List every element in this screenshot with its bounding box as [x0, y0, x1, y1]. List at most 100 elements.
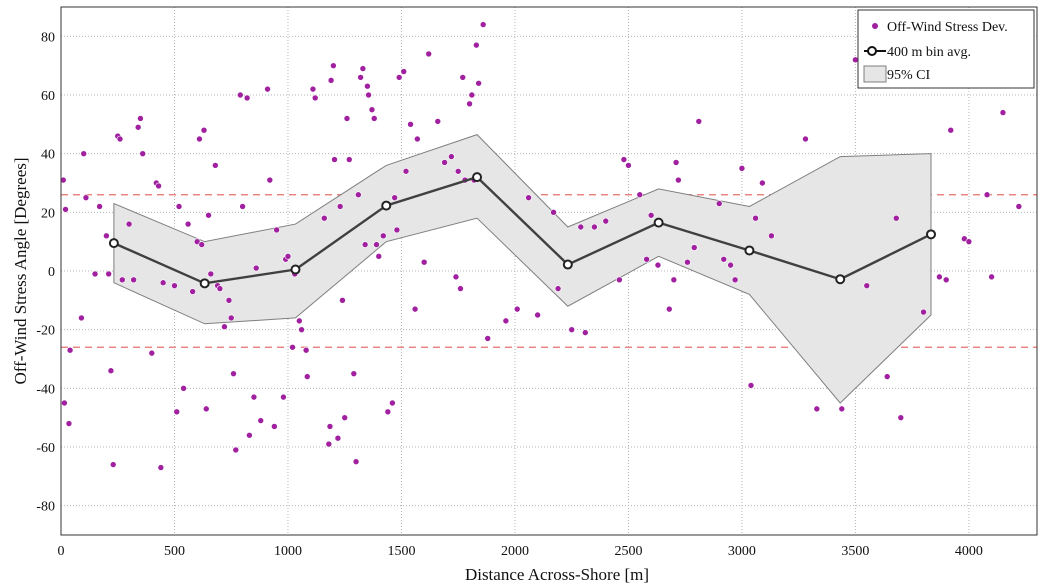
legend-scatter-marker	[872, 23, 878, 29]
scatter-point	[78, 314, 85, 322]
scatter-point	[414, 135, 421, 143]
scatter-point	[591, 223, 598, 231]
scatter-point	[289, 343, 296, 351]
scatter-point	[384, 408, 392, 416]
y-tick-label: 0	[48, 265, 55, 280]
scatter-point	[243, 94, 251, 102]
scatter-point	[302, 346, 310, 354]
x-tick-label: 1500	[387, 544, 415, 559]
scatter-point	[107, 367, 115, 375]
scatter-point	[695, 118, 703, 125]
x-tick-labels: 0 500 1000 1500 2000 2500 3000 3500 4000	[58, 544, 983, 559]
scatter-layer	[59, 21, 1023, 471]
scatter-point	[65, 420, 73, 427]
bin-average-marker	[835, 274, 846, 285]
y-axis-title: Off-Wind Stress Angle [Degrees]	[11, 157, 30, 384]
scatter-point	[159, 279, 167, 287]
scatter-point	[988, 273, 995, 281]
scatter-point	[892, 214, 900, 222]
scatter-point	[284, 253, 292, 260]
scatter-point	[230, 370, 237, 377]
scatter-point	[239, 203, 246, 210]
scatter-point	[216, 285, 224, 292]
x-tick-label: 1000	[274, 544, 302, 559]
reference-lines	[61, 194, 1037, 348]
scatter-point	[175, 203, 183, 210]
bin-average-marker	[290, 264, 301, 275]
x-tick-label: 2000	[501, 544, 529, 559]
scatter-point	[715, 200, 723, 207]
scatter-point	[365, 91, 372, 99]
scatter-point	[665, 305, 673, 313]
scatter-point	[350, 370, 358, 377]
scatter-point	[466, 100, 473, 108]
y-tick-label: -60	[36, 441, 55, 456]
scatter-point	[343, 115, 351, 122]
scatter-point	[330, 62, 337, 69]
scatter-point	[311, 94, 319, 102]
x-tick-label: 2500	[614, 544, 642, 559]
scatter-point	[942, 276, 950, 284]
scatter-point	[173, 408, 181, 416]
scatter-point	[675, 176, 682, 184]
scatter-point	[326, 423, 334, 430]
plot-frame	[60, 6, 1038, 536]
scatter-point	[180, 385, 187, 392]
scatter-point	[273, 226, 280, 234]
scatter-point	[420, 258, 428, 266]
scatter-point	[334, 434, 342, 442]
scatter-point	[364, 82, 371, 90]
scatter-point	[373, 241, 380, 248]
scatter-point	[434, 118, 442, 125]
scatter-point	[720, 255, 728, 263]
scatter-point	[411, 305, 419, 313]
legend-box	[857, 9, 1035, 89]
scatter-point	[550, 209, 557, 216]
scatter-point	[393, 226, 401, 234]
scatter-point	[139, 150, 147, 157]
scatter-point	[250, 393, 258, 401]
scatter-point	[473, 41, 480, 49]
bin-average-marker	[562, 259, 573, 270]
scatter-point	[525, 194, 532, 201]
scatter-point	[568, 326, 575, 333]
scatter-point	[62, 206, 69, 213]
scatter-point	[271, 423, 278, 430]
scatter-point	[897, 414, 905, 421]
scatter-point	[148, 349, 156, 357]
x-axis-title: Distance Across-Shore [m]	[465, 565, 649, 584]
ci-band-layer	[113, 134, 932, 404]
scatter-point	[620, 156, 628, 163]
scatter-point	[309, 85, 317, 93]
legend-avg-marker	[867, 46, 877, 56]
scatter-point	[391, 194, 398, 201]
scatter-point	[459, 74, 467, 81]
scatter-point	[752, 214, 759, 222]
bin-average-marker	[744, 245, 755, 256]
y-tick-label: -40	[36, 382, 55, 397]
scatter-point	[747, 382, 755, 389]
scatter-point	[425, 50, 433, 58]
scatter-point	[227, 314, 235, 322]
scatter-point	[298, 326, 305, 333]
scatter-point	[400, 68, 408, 75]
scatter-point	[157, 464, 165, 471]
scatter-point	[654, 261, 662, 269]
scatter-point	[838, 405, 846, 413]
scatter-point	[200, 126, 208, 134]
bin-average-marker	[926, 229, 937, 240]
x-tick-label: 3500	[841, 544, 869, 559]
bin-average-layer	[108, 172, 937, 289]
x-tick-label: 3000	[728, 544, 756, 559]
scatter-point	[264, 85, 271, 93]
scatter-point	[484, 335, 492, 342]
legend: Off-Wind Stress Dev. 400 m bin avg. 95% …	[857, 9, 1035, 89]
scatter-point	[554, 285, 562, 292]
scatter-point	[468, 91, 476, 99]
scatter-point	[983, 191, 991, 199]
scatter-point	[375, 253, 383, 260]
scatter-point	[448, 153, 455, 160]
scatter-point	[232, 446, 240, 454]
scatter-point	[534, 311, 541, 319]
scatter-point	[252, 264, 260, 272]
